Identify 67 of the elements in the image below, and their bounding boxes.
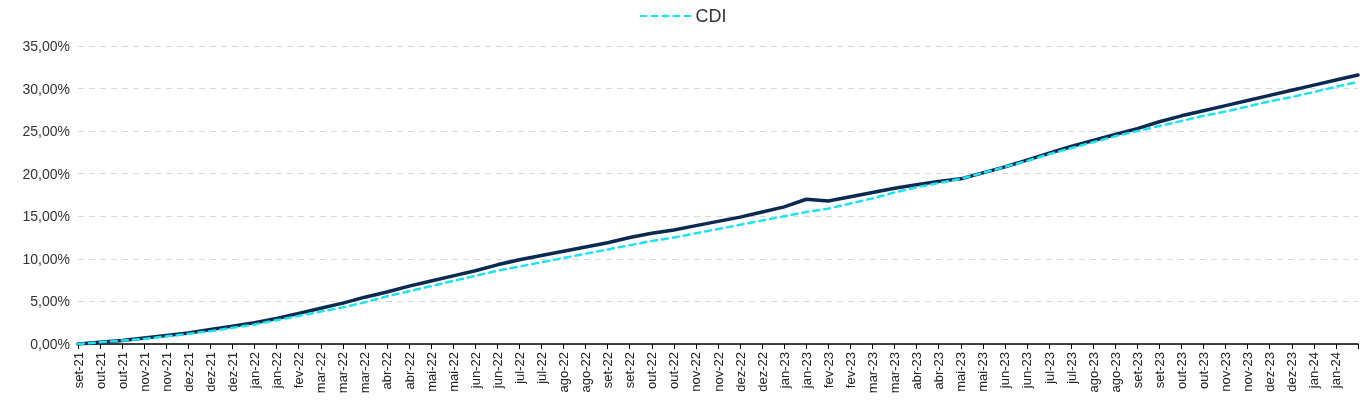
x-tick-label: out-22 bbox=[666, 352, 682, 389]
x-tick-label: ago-22 bbox=[556, 352, 572, 393]
x-tick-label: dez-23 bbox=[1262, 352, 1278, 392]
x-tick-label: jun-23 bbox=[1019, 352, 1035, 390]
x-tick-label: mar-22 bbox=[335, 352, 351, 394]
x-tick-label: dez-22 bbox=[732, 352, 748, 392]
x-tick-label: set-23 bbox=[1129, 352, 1145, 389]
x-tick-label: fev-23 bbox=[820, 352, 836, 389]
x-tick-label: ago-22 bbox=[578, 352, 594, 393]
x-tick-label: dez-21 bbox=[202, 352, 218, 392]
y-tick-label: 10,00% bbox=[22, 250, 70, 267]
x-tick-label: dez-21 bbox=[180, 352, 196, 392]
x-tick-label: out-23 bbox=[1196, 352, 1212, 389]
x-tick-label: mai-23 bbox=[953, 352, 969, 392]
x-tick-label: nov-23 bbox=[1218, 352, 1234, 392]
x-tick-label: fev-23 bbox=[842, 352, 858, 389]
x-tick-label: nov-23 bbox=[1240, 352, 1256, 392]
x-tick-label: set-23 bbox=[1151, 352, 1167, 389]
x-tick-label: mai-23 bbox=[975, 352, 991, 392]
x-tick-label: out-21 bbox=[114, 352, 130, 389]
y-tick-label: 20,00% bbox=[22, 165, 70, 182]
x-tick-label: nov-21 bbox=[136, 352, 152, 392]
x-tick-label: jul-22 bbox=[533, 352, 549, 385]
x-tick-label: nov-22 bbox=[688, 352, 704, 392]
x-tick-label: jul-23 bbox=[1041, 352, 1057, 385]
x-tick-label: jan-23 bbox=[776, 352, 792, 390]
x-tick-label: out-21 bbox=[92, 352, 108, 389]
x-tick-label: jan-24 bbox=[1306, 352, 1322, 390]
x-tick-label: abr-22 bbox=[401, 352, 417, 390]
x-tick-label: set-22 bbox=[600, 352, 616, 389]
x-tick-label: mar-23 bbox=[864, 352, 880, 394]
x-tick-label: mar-22 bbox=[313, 352, 329, 394]
x-tick-label: out-22 bbox=[644, 352, 660, 389]
x-tick-label: ago-23 bbox=[1107, 352, 1123, 393]
x-tick-label: jun-22 bbox=[467, 352, 483, 390]
x-tick-label: dez-22 bbox=[754, 352, 770, 392]
x-tick-label: out-23 bbox=[1173, 352, 1189, 389]
x-tick-label: jan-24 bbox=[1328, 352, 1344, 390]
y-tick-label: 35,00% bbox=[22, 38, 70, 54]
y-tick-label: 5,00% bbox=[30, 293, 70, 310]
x-tick-label: dez-21 bbox=[224, 352, 240, 392]
x-tick-label: mai-22 bbox=[423, 352, 439, 392]
x-tick-label: abr-23 bbox=[931, 352, 947, 390]
x-tick-label: set-22 bbox=[622, 352, 638, 389]
x-tick-label: ago-23 bbox=[1085, 352, 1101, 393]
x-tick-label: abr-22 bbox=[379, 352, 395, 390]
x-tick-label: nov-21 bbox=[158, 352, 174, 392]
x-tick-label: mai-22 bbox=[445, 352, 461, 392]
x-tick-label: jun-22 bbox=[489, 352, 505, 390]
y-tick-label: 15,00% bbox=[22, 208, 70, 225]
x-tick-label: mar-23 bbox=[887, 352, 903, 394]
legend-label: CDI bbox=[695, 6, 727, 26]
y-tick-label: 25,00% bbox=[22, 123, 70, 140]
x-tick-label: nov-22 bbox=[710, 352, 726, 392]
x-tick-label: jul-23 bbox=[1063, 352, 1079, 385]
x-tick-label: fev-22 bbox=[291, 352, 307, 389]
x-tick-label: dez-23 bbox=[1284, 352, 1300, 392]
x-tick-label: abr-23 bbox=[909, 352, 925, 390]
x-tick-label: mar-22 bbox=[357, 352, 373, 394]
x-tick-label: jun-23 bbox=[997, 352, 1013, 390]
x-tick-label: jan-22 bbox=[269, 352, 285, 390]
x-tick-label: jul-22 bbox=[511, 352, 527, 385]
x-tick-label: jan-23 bbox=[798, 352, 814, 390]
x-tick-label: jan-22 bbox=[247, 352, 263, 390]
y-tick-label: 30,00% bbox=[22, 80, 70, 97]
y-tick-label: 0,00% bbox=[30, 336, 70, 352]
x-tick-label: set-21 bbox=[70, 352, 86, 389]
